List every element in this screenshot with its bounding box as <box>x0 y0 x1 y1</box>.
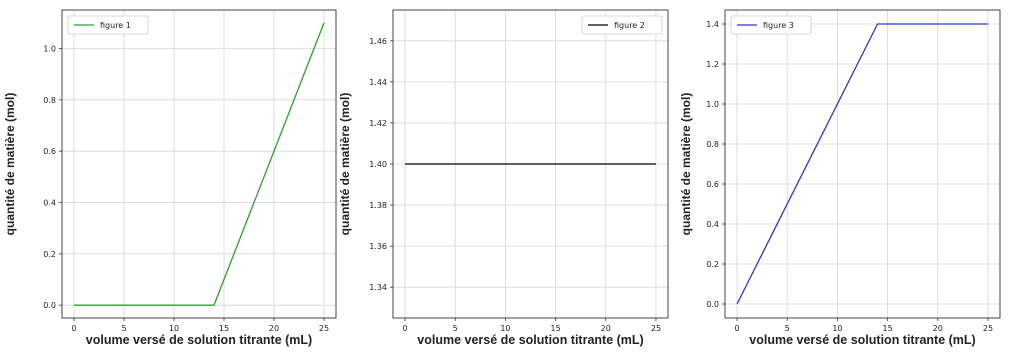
axes-frame <box>61 9 337 319</box>
legend-label: figure 1 <box>100 21 131 30</box>
y-tick-label: 1.46 <box>369 37 387 46</box>
axes-frame <box>724 9 1001 319</box>
y-tick-label: 0.2 <box>43 250 56 259</box>
y-tick-label: 1.40 <box>369 160 387 169</box>
y-tick-label: 0.8 <box>706 140 719 149</box>
x-tick-label: 15 <box>219 324 229 333</box>
y-axis-label: quantité de matière (mol) <box>3 93 17 236</box>
y-tick-label: 1.2 <box>706 60 719 69</box>
chart-panel-1: 0 5 10 15 20 25 0.0 0.2 0.4 0.6 0.8 1.0 figure 1 volu… <box>3 9 337 347</box>
legend: figure 3 <box>730 15 812 35</box>
x-tick-label: 25 <box>319 324 329 333</box>
y-tick-label: 0.0 <box>706 300 719 309</box>
x-tick-label: 25 <box>651 324 661 333</box>
series-line-3 <box>736 23 988 305</box>
legend-box <box>67 15 149 35</box>
x-tick-label: 0 <box>71 324 76 333</box>
legend-box <box>581 15 663 35</box>
y-tick-label: 1.38 <box>369 201 387 210</box>
x-tick-label: 25 <box>983 324 993 333</box>
x-tick-label: 15 <box>882 324 892 333</box>
x-tick-label: 5 <box>453 324 458 333</box>
chart-panel-3: 0 5 10 15 20 25 0.0 0.2 0.4 0.6 0.8 1.0 1.2 1.4 figure… <box>679 9 1001 347</box>
legend-label: figure 3 <box>763 21 794 30</box>
y-tick-label: 0.4 <box>706 220 719 229</box>
x-tick-label: 10 <box>500 324 510 333</box>
legend-box <box>730 15 812 35</box>
legend: figure 1 <box>67 15 149 35</box>
plot-area <box>62 10 336 318</box>
y-tick-label: 1.36 <box>369 242 387 251</box>
y-tick-label: 1.42 <box>369 119 387 128</box>
x-tick-label: 10 <box>169 324 179 333</box>
y-tick-label: 0.0 <box>43 301 56 310</box>
x-tick-label: 10 <box>832 324 842 333</box>
x-tick-label: 20 <box>269 324 279 333</box>
x-tick-label: 0 <box>402 324 407 333</box>
x-tick-label: 20 <box>933 324 943 333</box>
y-tick-label: 1.44 <box>369 78 387 87</box>
y-axis-label: quantité de matière (mol) <box>338 93 352 236</box>
y-tick-label: 1.4 <box>706 20 719 29</box>
x-tick-label: 15 <box>550 324 560 333</box>
x-axis-label: volume versé de solution titrante (mL) <box>417 333 643 347</box>
x-tick-label: 20 <box>601 324 611 333</box>
legend: figure 2 <box>581 15 663 35</box>
y-tick-label: 1.0 <box>43 45 56 54</box>
x-axis-label: volume versé de solution titrante (mL) <box>86 333 312 347</box>
x-axis-label: volume versé de solution titrante (mL) <box>749 333 975 347</box>
y-tick-label: 0.8 <box>43 96 56 105</box>
axes-frame <box>392 9 669 319</box>
x-tick-label: 5 <box>121 324 126 333</box>
y-tick-label: 1.0 <box>706 100 719 109</box>
x-tick-label: 5 <box>785 324 790 333</box>
plot-area <box>725 10 1000 318</box>
series-line-1 <box>74 22 325 306</box>
y-tick-label: 0.6 <box>43 147 56 156</box>
y-tick-label: 0.4 <box>43 199 56 208</box>
y-tick-label: 0.2 <box>706 260 719 269</box>
legend-label: figure 2 <box>614 21 645 30</box>
y-tick-label: 0.6 <box>706 180 719 189</box>
chart-panel-2: 0 5 10 15 20 25 1.34 1.36 1.38 1.40 1.42 1.44 1.46 fi… <box>338 9 669 347</box>
y-tick-label: 1.34 <box>369 283 387 292</box>
y-axis-label: quantité de matière (mol) <box>679 93 693 236</box>
x-tick-label: 0 <box>734 324 739 333</box>
